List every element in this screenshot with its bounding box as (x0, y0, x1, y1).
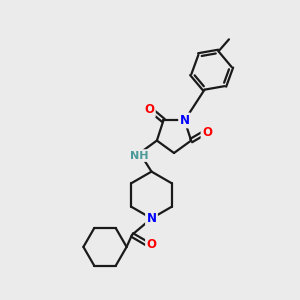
Text: NH: NH (130, 151, 148, 160)
Text: N: N (180, 114, 190, 127)
Text: O: O (146, 238, 157, 251)
Text: O: O (202, 126, 212, 139)
Text: N: N (146, 212, 157, 225)
Text: O: O (144, 103, 154, 116)
